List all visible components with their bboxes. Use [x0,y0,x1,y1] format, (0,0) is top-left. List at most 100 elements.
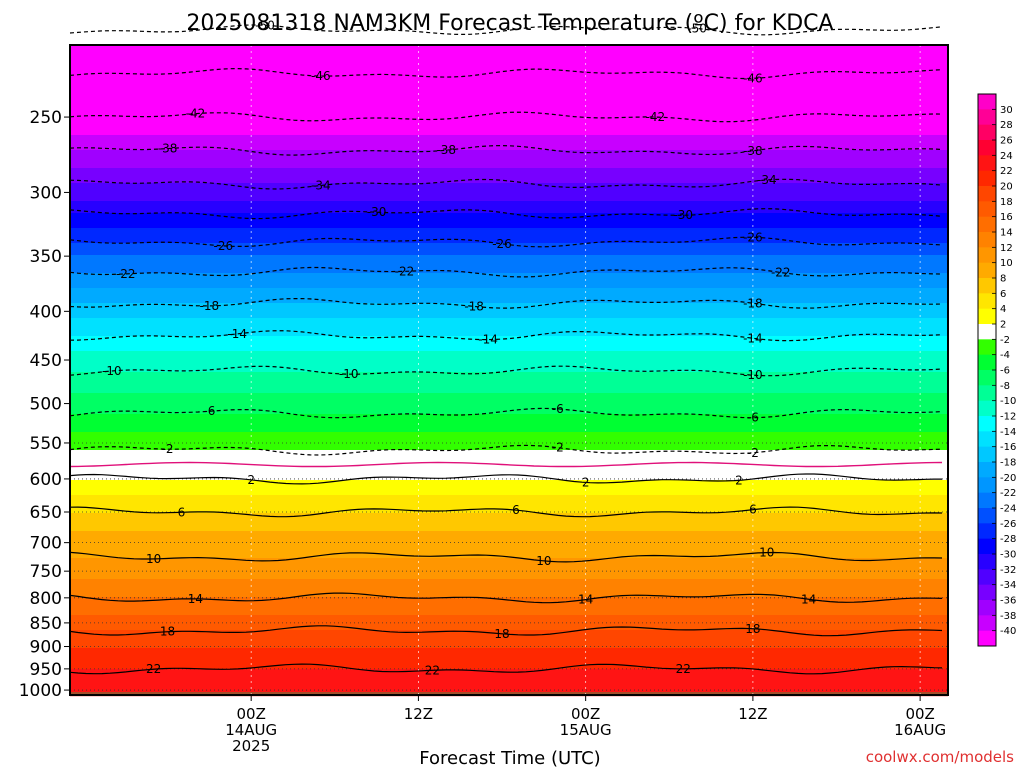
heatmap-band [70,432,948,436]
heatmap-band [70,582,948,586]
contour-label: -14 [478,333,498,347]
x-tick-label: 00Z [571,705,600,723]
heatmap-band [70,180,948,184]
heatmap-band [70,252,948,256]
chart-title: 2025081318 NAM3KM Forecast Temperature (… [186,11,833,36]
contour-line [69,330,943,342]
heatmap-band [70,369,948,373]
heatmap-band [70,270,948,274]
contour-label: -50 [255,18,275,32]
heatmap-band [70,57,948,61]
heatmap-band [70,453,948,457]
colorbar-tick-label: -8 [1000,381,1010,392]
contour-label: -18 [200,299,220,313]
contour-line [69,625,943,637]
heatmap-band [70,63,948,67]
heatmap-band [70,606,948,610]
heatmap-band [70,690,948,694]
heatmap-band [70,426,948,430]
colorbar-swatch [978,278,996,294]
colorbar-swatch [978,446,996,463]
heatmap-band [70,285,948,289]
contour-label: -2 [162,442,174,456]
heatmap-band [70,207,948,211]
heatmap-band [70,519,948,523]
heatmap-band [70,165,948,169]
colorbar-tick-label: -32 [1000,565,1016,576]
contour-label: -46 [311,69,331,83]
heatmap-band [70,240,948,244]
heatmap-band [70,111,948,115]
heatmap-band [70,597,948,601]
heatmap-band [70,138,948,142]
heatmap-band [70,666,948,670]
contour-line [69,208,943,220]
heatmap-band [70,342,948,346]
colorbar-tick-label: -20 [1000,473,1016,484]
heatmap-band [70,498,948,502]
colorbar-tick-label: 16 [1000,212,1013,223]
y-tick-label: 1000 [19,681,62,701]
contour-label: -38 [436,143,456,157]
heatmap-band [70,441,948,445]
heatmap-band [70,540,948,544]
heatmap-band [70,657,948,661]
heatmap-band [70,150,948,154]
contour-label: 14 [578,593,593,607]
heatmap-band [70,114,948,118]
heatmap-band [70,75,948,79]
heatmap-band [70,645,948,649]
heatmap-band [70,360,948,364]
heatmap-band [70,549,948,553]
colorbar-swatch [978,385,996,402]
heatmap-band [70,99,948,103]
heatmap-band [70,90,948,94]
colorbar-tick-label: -28 [1000,534,1016,545]
heatmap-band [70,129,948,133]
contour-label: 22 [425,663,440,677]
x-tick-label: 12Z [738,705,767,723]
heatmap-band [70,513,948,517]
heatmap-band [70,171,948,175]
heatmap-band [70,294,948,298]
heatmap-band [70,135,948,139]
y-tick-label: 500 [30,395,62,415]
heatmap-band [70,255,948,259]
contour-label: -42 [646,110,666,124]
heatmap-band [70,552,948,556]
heatmap-band [70,387,948,391]
x-tick-label: 00Z [236,705,265,723]
colorbar-swatch [978,124,996,141]
heatmap-band [70,144,948,148]
heatmap-band [70,561,948,565]
heatmap-band [70,495,948,499]
heatmap-band [70,543,948,547]
heatmap-band [70,510,948,514]
y-tick-label: 700 [30,534,62,554]
colorbar-tick-label: 22 [1000,166,1013,177]
x-tick-label: 12Z [404,705,433,723]
ground-strip [70,692,948,695]
colorbar-tick-label: -30 [1000,550,1016,561]
colorbar-swatch [978,170,996,187]
heatmap-band [70,168,948,172]
heatmap-band [70,405,948,409]
y-tick-label: 600 [30,470,62,490]
heatmap-bands [70,45,948,697]
contour-line [69,592,943,604]
contour-label: -6 [552,402,564,416]
colorbar-swatch [978,262,996,279]
heatmap-band [70,189,948,193]
heatmap-band [70,573,948,577]
contour-label: -10 [339,367,359,381]
heatmap-band [70,174,948,178]
heatmap-band [70,612,948,616]
heatmap-band [70,558,948,562]
heatmap-band [70,648,948,652]
heatmap-band [70,234,948,238]
heatmap-band [70,243,948,247]
heatmap-band [70,375,948,379]
heatmap-band [70,345,948,349]
heatmap-band [70,651,948,655]
contour-line [69,236,943,248]
